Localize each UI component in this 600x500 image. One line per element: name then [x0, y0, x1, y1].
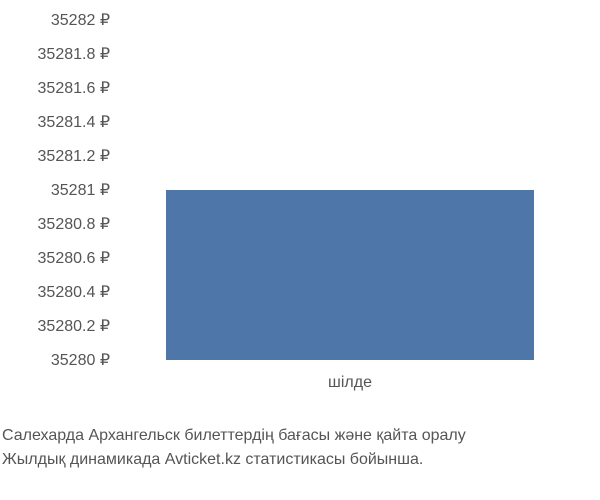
y-tick-label: 35280.6 ₽ [0, 248, 110, 268]
y-tick-label: 35281.8 ₽ [0, 44, 110, 64]
y-tick-label: 35280.8 ₽ [0, 214, 110, 234]
chart-caption: Салехарда Архангельск билеттердің бағасы… [0, 424, 600, 472]
y-tick-label: 35281 ₽ [0, 180, 110, 200]
y-tick-label: 35281.6 ₽ [0, 78, 110, 98]
y-tick-label: 35280.4 ₽ [0, 282, 110, 302]
y-tick-label: 35281.2 ₽ [0, 146, 110, 166]
y-tick-label: 35282 ₽ [0, 10, 110, 30]
caption-line-2: Жылдық динамикада Avticket.kz статистика… [2, 448, 600, 472]
y-tick-label: 35281.4 ₽ [0, 112, 110, 132]
bar [166, 190, 534, 360]
caption-line-1: Салехарда Архангельск билеттердің бағасы… [2, 424, 600, 448]
chart-area: 35282 ₽35281.8 ₽35281.6 ₽35281.4 ₽35281.… [0, 20, 600, 380]
x-tick-label: шілде [328, 374, 372, 392]
y-tick-label: 35280.2 ₽ [0, 316, 110, 336]
y-tick-label: 35280 ₽ [0, 350, 110, 370]
y-axis-labels: 35282 ₽35281.8 ₽35281.6 ₽35281.4 ₽35281.… [0, 20, 110, 360]
plot-area: шілде [120, 20, 580, 360]
